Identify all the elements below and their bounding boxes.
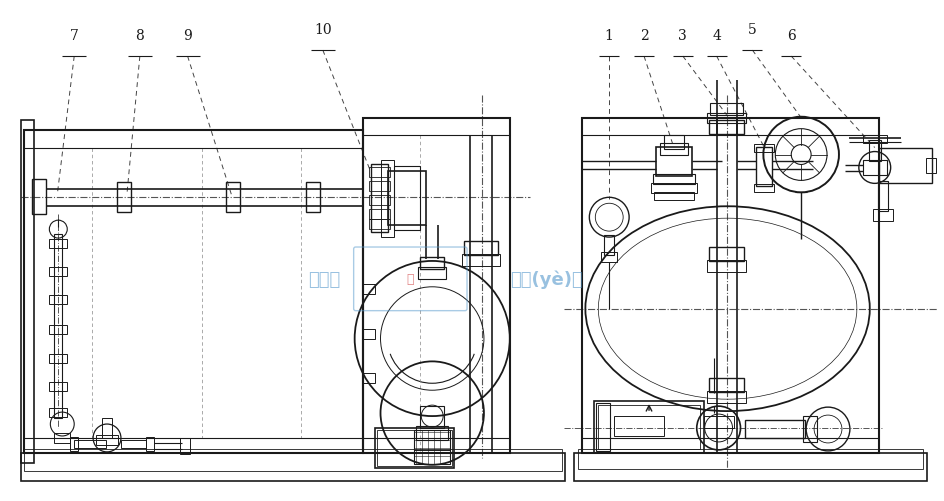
Bar bbox=[656, 147, 692, 177]
Bar bbox=[368, 210, 391, 220]
Bar bbox=[102, 418, 112, 438]
Text: 5: 5 bbox=[748, 23, 757, 37]
Bar bbox=[420, 258, 445, 270]
Bar bbox=[362, 329, 375, 339]
Bar bbox=[368, 182, 391, 192]
Bar bbox=[863, 135, 886, 143]
Bar bbox=[579, 449, 923, 469]
Bar bbox=[414, 438, 450, 450]
Bar bbox=[660, 143, 688, 155]
Bar bbox=[368, 168, 391, 178]
Bar bbox=[873, 210, 893, 222]
Bar bbox=[371, 165, 389, 232]
Bar bbox=[25, 130, 362, 453]
Text: 9: 9 bbox=[183, 29, 192, 43]
Bar bbox=[595, 401, 703, 453]
Bar bbox=[707, 391, 747, 403]
Bar bbox=[707, 261, 747, 273]
Bar bbox=[754, 144, 774, 152]
Bar bbox=[377, 430, 452, 466]
Bar bbox=[615, 416, 664, 436]
Bar bbox=[49, 295, 67, 304]
Bar bbox=[70, 437, 78, 451]
Bar bbox=[654, 193, 694, 201]
Bar bbox=[464, 241, 497, 256]
Bar bbox=[418, 268, 447, 279]
Bar bbox=[414, 430, 450, 464]
Bar bbox=[709, 379, 745, 392]
Bar bbox=[368, 196, 391, 206]
Bar bbox=[462, 255, 499, 267]
Bar bbox=[664, 135, 683, 149]
Text: 2: 2 bbox=[640, 29, 649, 43]
Bar bbox=[878, 182, 887, 212]
Bar bbox=[710, 104, 744, 116]
Bar bbox=[49, 268, 67, 277]
Bar bbox=[582, 119, 879, 453]
Bar bbox=[709, 120, 745, 134]
Bar bbox=[380, 160, 395, 237]
Bar bbox=[604, 235, 615, 256]
Bar bbox=[375, 428, 454, 468]
Bar bbox=[306, 183, 320, 213]
Bar bbox=[395, 167, 420, 230]
Bar bbox=[96, 435, 118, 445]
Bar bbox=[49, 239, 67, 248]
Text: 1: 1 bbox=[605, 29, 614, 43]
Bar bbox=[803, 416, 818, 442]
Text: 10: 10 bbox=[314, 23, 331, 37]
Bar bbox=[362, 284, 375, 294]
Bar bbox=[746, 420, 805, 438]
Bar bbox=[653, 175, 695, 185]
Bar bbox=[179, 438, 190, 454]
Text: 工業(yè)泵: 工業(yè)泵 bbox=[510, 270, 582, 289]
Bar bbox=[145, 437, 154, 451]
Bar bbox=[368, 220, 391, 229]
Bar bbox=[754, 185, 774, 193]
Text: 6: 6 bbox=[787, 29, 796, 43]
Bar bbox=[868, 140, 881, 162]
Bar bbox=[49, 382, 67, 391]
Bar bbox=[55, 234, 62, 418]
Text: 4: 4 bbox=[712, 29, 721, 43]
Bar bbox=[362, 119, 510, 453]
Text: 7: 7 bbox=[70, 29, 78, 43]
Text: 新安江: 新安江 bbox=[309, 271, 341, 288]
Bar bbox=[601, 253, 617, 263]
Bar bbox=[49, 325, 67, 334]
Bar bbox=[420, 406, 445, 428]
Bar bbox=[32, 180, 46, 215]
Bar bbox=[55, 433, 70, 443]
Bar bbox=[227, 183, 241, 213]
Bar bbox=[75, 440, 106, 448]
Bar bbox=[703, 416, 733, 428]
Bar bbox=[863, 160, 886, 176]
Bar bbox=[389, 172, 427, 225]
Bar bbox=[597, 403, 610, 451]
Bar bbox=[651, 184, 697, 194]
Bar bbox=[49, 408, 67, 417]
Bar bbox=[21, 453, 565, 481]
Text: 3: 3 bbox=[679, 29, 687, 43]
Bar bbox=[707, 114, 747, 123]
Bar bbox=[21, 120, 34, 463]
Bar bbox=[709, 247, 745, 262]
Bar bbox=[756, 147, 772, 187]
Bar bbox=[575, 453, 927, 481]
Bar bbox=[598, 405, 700, 449]
Bar bbox=[362, 374, 375, 383]
Text: 廠: 廠 bbox=[407, 273, 414, 286]
Text: 8: 8 bbox=[136, 29, 144, 43]
Bar bbox=[879, 148, 933, 184]
Bar bbox=[121, 440, 145, 448]
Bar bbox=[926, 158, 936, 174]
Bar bbox=[117, 183, 131, 213]
Bar bbox=[25, 449, 562, 471]
Bar bbox=[416, 426, 448, 440]
Bar bbox=[49, 355, 67, 364]
